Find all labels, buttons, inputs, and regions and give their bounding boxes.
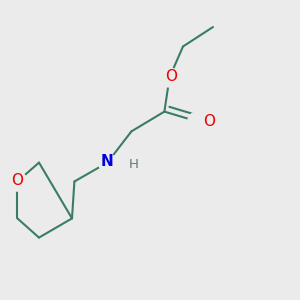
Text: O: O xyxy=(11,173,23,188)
Text: O: O xyxy=(165,69,177,84)
Circle shape xyxy=(98,154,116,172)
Circle shape xyxy=(160,68,179,87)
Circle shape xyxy=(188,112,207,131)
Text: O: O xyxy=(203,114,215,129)
Circle shape xyxy=(8,172,27,191)
Text: N: N xyxy=(101,154,114,169)
Text: H: H xyxy=(129,158,139,171)
